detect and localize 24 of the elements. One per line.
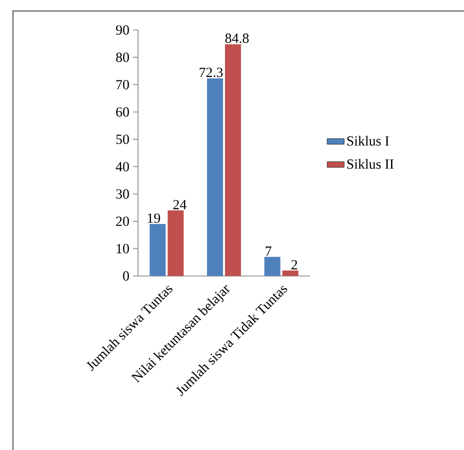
y-tick-label: 60	[116, 107, 129, 117]
data-label: 72.3	[200, 68, 223, 78]
bar	[207, 78, 224, 276]
y-tick-label: 90	[116, 25, 129, 35]
y-tick-label: 0	[123, 271, 129, 281]
data-label: 24	[173, 200, 186, 210]
legend-label: Siklus I	[347, 136, 389, 146]
data-label: 7	[266, 246, 272, 256]
legend-label: Siklus II	[347, 158, 394, 169]
y-tick-label: 80	[116, 52, 129, 62]
bar	[225, 44, 241, 276]
y-tick-label: 10	[116, 244, 129, 254]
y-tick-label: 30	[116, 189, 129, 199]
y-tick-label: 50	[116, 134, 129, 144]
data-label: 19	[148, 213, 160, 223]
bar	[264, 256, 280, 276]
bar	[168, 210, 184, 276]
y-tick-label: 70	[116, 80, 129, 90]
bar	[150, 224, 166, 276]
y-tick-label: 40	[116, 162, 129, 172]
bar	[282, 270, 298, 276]
data-label: 84.8	[225, 34, 249, 44]
y-tick-label: 20	[116, 216, 129, 226]
data-label: 2	[291, 260, 298, 270]
